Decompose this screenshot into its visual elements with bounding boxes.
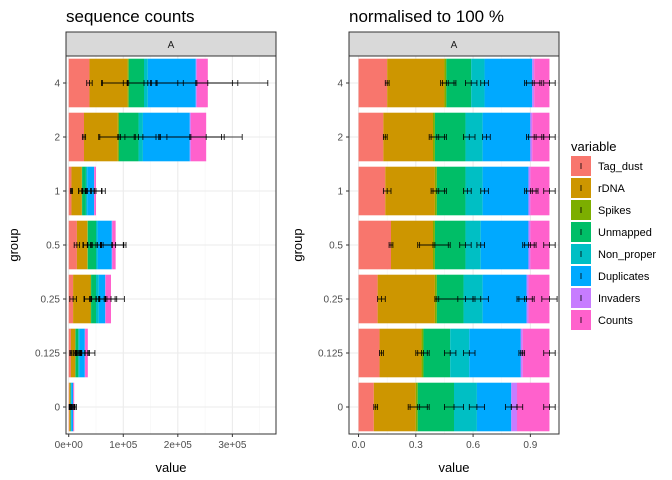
right-bar-tag-dust-group-6	[358, 58, 388, 108]
left-facet-strip	[65, 31, 277, 57]
left-bar-tag-dust-group-6	[68, 58, 90, 108]
right-y-tick-label: 1	[337, 187, 343, 198]
right-bar-rdna-group-6	[387, 58, 445, 108]
right-y-axis: 0 0.125 0.25 0.5 1 2 4	[318, 79, 349, 414]
left-y-tick-label: 0.5	[46, 241, 60, 252]
right-y-tick-label: 0.5	[329, 241, 343, 252]
left-x-axis-title: value	[155, 460, 186, 475]
left-x-tick-label: 0e+00	[55, 440, 84, 451]
right-bar-rdna-group-2	[377, 274, 435, 324]
legend-item-tag-dust-label: Tag_dust	[598, 161, 643, 173]
right-plot-panel	[349, 56, 559, 434]
legend-title: variable	[571, 139, 617, 154]
left-y-axis-title: group	[6, 228, 21, 261]
left-bar-rdna-group-2	[73, 274, 91, 324]
right-y-axis-title: group	[290, 228, 305, 261]
left-y-tick-label: 2	[54, 133, 60, 144]
legend-item-invaders-label: Invaders	[598, 293, 641, 305]
right-x-tick-label: 0.3	[409, 440, 423, 451]
right-x-axis-title: value	[438, 460, 469, 475]
left-y-axis: 0 0.125 0.25 0.5 1 2 4	[35, 79, 66, 414]
left-y-tick-label: 4	[54, 79, 60, 90]
legend-item-duplicates-label: Duplicates	[598, 271, 650, 283]
legend-item-spikes-label: Spikes	[598, 205, 632, 217]
legend-item-unmapped-label: Unmapped	[598, 227, 652, 239]
right-bar-non-proper-group-3	[465, 220, 481, 270]
right-bar-tag-dust-group-0	[358, 382, 374, 432]
left-bar-rdna-group-4	[71, 166, 82, 216]
right-bar-rdna-group-1	[379, 328, 422, 378]
right-bar-tag-dust-group-5	[358, 112, 384, 162]
right-facet-label: A	[451, 40, 458, 51]
legend: variable Tag_dust rDNA Spikes Unmapped Non_p…	[571, 139, 656, 330]
right-chart: normalised to 100 % A 0 0.125 0.25 0.5 1 2 4 0…	[290, 7, 560, 475]
right-y-tick-label: 0.25	[324, 295, 344, 306]
left-facet-label: A	[168, 40, 175, 51]
left-y-tick-label: 1	[54, 187, 60, 198]
right-bar-non-proper-group-6	[471, 58, 485, 108]
right-bar-duplicates-group-1	[469, 328, 521, 378]
right-bar-non-proper-group-0	[454, 382, 477, 432]
right-y-tick-label: 4	[337, 79, 343, 90]
right-chart-title: normalised to 100 %	[349, 7, 504, 26]
left-chart-title: sequence counts	[66, 7, 195, 26]
left-bar-tag-dust-group-3	[68, 220, 77, 270]
legend-item-rdna-label: rDNA	[598, 183, 626, 195]
left-x-tick-label: 1e+05	[109, 440, 138, 451]
left-plot-panel	[66, 56, 276, 434]
legend-item-non-proper-label: Non_proper	[598, 249, 656, 261]
left-chart: sequence counts A 0 0.125 0.25 0.5 1 2 4 0e+00…	[6, 7, 277, 475]
left-bar-tag-dust-group-5	[68, 112, 84, 162]
right-bar-duplicates-group-3	[480, 220, 529, 270]
right-x-tick-label: 0.0	[352, 440, 366, 451]
right-bar-rdna-group-4	[385, 166, 435, 216]
right-bar-non-proper-group-1	[450, 328, 470, 378]
left-bar-rdna-group-3	[76, 220, 88, 270]
left-x-tick-label: 3e+05	[218, 440, 247, 451]
right-y-tick-label: 0	[337, 403, 343, 414]
right-bar-tag-dust-group-3	[358, 220, 391, 270]
right-x-tick-label: 0.6	[466, 440, 480, 451]
legend-item-counts-label: Counts	[598, 315, 633, 327]
legend-items: Tag_dust rDNA Spikes Unmapped Non_proper Dupl…	[571, 156, 656, 330]
right-bar-non-proper-group-4	[465, 166, 483, 216]
right-y-tick-label: 0.125	[318, 349, 343, 360]
right-bar-tag-dust-group-1	[358, 328, 380, 378]
right-y-tick-label: 2	[337, 133, 343, 144]
right-bar-counts-group-2	[528, 274, 550, 324]
left-x-tick-label: 2e+05	[164, 440, 193, 451]
right-x-axis: 0.0 0.3 0.6 0.9	[352, 434, 538, 451]
right-x-tick-label: 0.9	[523, 440, 537, 451]
left-bar-rdna-group-1	[70, 328, 76, 378]
right-bar-counts-group-4	[530, 166, 550, 216]
right-facet-strip	[348, 31, 560, 57]
right-bar-counts-group-3	[530, 220, 550, 270]
right-bar-rdna-group-5	[383, 112, 433, 162]
left-y-tick-label: 0.125	[35, 349, 60, 360]
left-x-axis: 0e+00 1e+05 2e+05 3e+05	[55, 434, 247, 451]
right-bar-duplicates-group-4	[482, 166, 529, 216]
right-bar-tag-dust-group-2	[358, 274, 378, 324]
left-y-tick-label: 0	[54, 403, 60, 414]
right-bar-tag-dust-group-4	[358, 166, 386, 216]
left-y-tick-label: 0.25	[41, 295, 61, 306]
